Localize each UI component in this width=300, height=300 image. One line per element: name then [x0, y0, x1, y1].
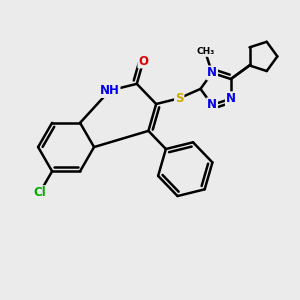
Text: N: N — [226, 92, 236, 105]
Text: NH: NH — [100, 84, 120, 97]
Text: Cl: Cl — [33, 186, 46, 199]
Text: N: N — [207, 66, 217, 80]
Text: S: S — [175, 92, 184, 105]
Text: N: N — [207, 98, 217, 111]
Text: CH₃: CH₃ — [196, 47, 214, 56]
Text: O: O — [138, 55, 148, 68]
